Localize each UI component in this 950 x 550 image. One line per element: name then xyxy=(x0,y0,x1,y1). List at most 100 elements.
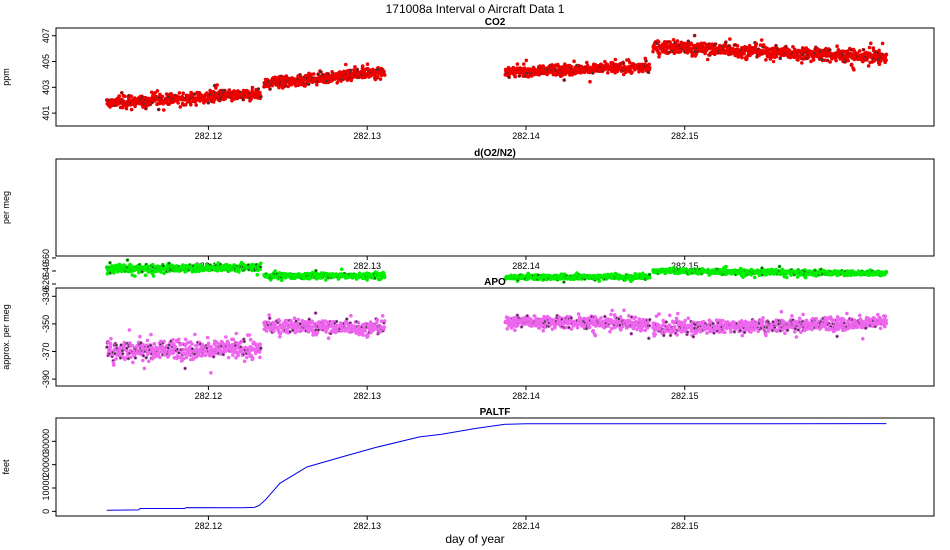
data-point xyxy=(162,339,166,344)
x-axis-label: day of year xyxy=(445,532,504,546)
data-point xyxy=(128,355,133,360)
data-point xyxy=(112,363,116,367)
data-point xyxy=(339,329,344,333)
data-point xyxy=(861,47,866,52)
data-point xyxy=(255,272,260,277)
data-point xyxy=(195,347,199,352)
data-point xyxy=(123,356,128,360)
data-point xyxy=(133,274,137,278)
x-tick-label: 282.14 xyxy=(512,391,540,401)
data-point xyxy=(311,72,316,76)
data-point xyxy=(184,355,189,360)
data-point xyxy=(152,341,157,346)
data-point xyxy=(277,319,282,323)
data-point xyxy=(231,337,236,342)
data-point xyxy=(562,280,566,284)
data-point xyxy=(624,70,628,74)
data-point xyxy=(141,353,146,358)
data-point xyxy=(181,91,185,96)
data-point xyxy=(242,339,247,344)
data-point xyxy=(209,370,213,375)
data-point xyxy=(114,357,118,361)
data-point xyxy=(314,82,319,87)
x-tick-label: 282.12 xyxy=(195,391,223,401)
x-tick-label: 282.15 xyxy=(671,391,699,401)
data-point xyxy=(120,91,124,95)
data-point xyxy=(251,356,255,361)
data-point xyxy=(307,317,312,322)
data-point xyxy=(835,44,839,49)
data-point xyxy=(735,44,740,48)
data-point xyxy=(248,337,253,342)
data-point xyxy=(258,346,263,350)
data-point xyxy=(382,275,387,280)
data-point xyxy=(108,345,113,349)
data-point xyxy=(105,271,110,276)
data-point xyxy=(588,79,592,84)
data-point xyxy=(880,41,885,46)
data-point xyxy=(277,85,281,90)
data-point xyxy=(117,94,121,98)
data-point xyxy=(129,107,134,112)
data-point xyxy=(605,71,610,75)
data-point xyxy=(343,62,348,67)
data-point xyxy=(521,62,526,66)
data-point xyxy=(866,64,871,68)
data-point xyxy=(778,56,783,61)
data-point xyxy=(108,260,112,265)
data-point xyxy=(258,342,263,347)
data-point xyxy=(584,60,589,65)
data-point xyxy=(127,328,132,332)
data-point xyxy=(855,51,860,56)
data-point xyxy=(378,77,383,81)
data-point xyxy=(203,353,208,358)
data-point xyxy=(206,100,211,105)
data-point xyxy=(206,341,211,346)
data-point xyxy=(214,340,219,345)
data-point xyxy=(122,94,127,99)
data-point xyxy=(718,51,723,55)
data-point xyxy=(365,66,370,71)
data-point xyxy=(852,67,856,72)
data-point xyxy=(335,81,340,85)
data-point xyxy=(754,41,759,46)
data-point xyxy=(382,69,386,74)
data-point xyxy=(771,59,776,64)
data-point xyxy=(740,55,744,60)
data-point xyxy=(114,343,119,348)
data-point xyxy=(572,59,576,64)
data-point xyxy=(647,272,652,277)
data-point xyxy=(141,342,145,347)
y-tick-label: -660 xyxy=(41,249,51,267)
data-point xyxy=(857,49,862,53)
data-point xyxy=(657,51,662,56)
data-point xyxy=(507,75,511,79)
data-point xyxy=(129,94,134,99)
data-point xyxy=(541,64,546,68)
data-point xyxy=(515,62,520,66)
data-point xyxy=(221,352,226,357)
data-point xyxy=(651,49,655,54)
data-point xyxy=(344,317,349,321)
data-point xyxy=(334,319,339,324)
x-tick-label: 282.15 xyxy=(671,131,699,141)
data-point xyxy=(296,317,301,322)
data-point xyxy=(613,57,618,62)
data-point xyxy=(365,62,370,66)
data-point xyxy=(537,73,541,77)
data-point xyxy=(828,60,832,64)
y-tick-label: -350 xyxy=(41,315,51,333)
data-point xyxy=(194,103,198,107)
data-point xyxy=(513,74,518,79)
data-point xyxy=(151,274,156,278)
data-point xyxy=(156,107,161,112)
data-point xyxy=(742,51,747,56)
data-point xyxy=(292,316,297,321)
data-point xyxy=(647,66,652,70)
data-points xyxy=(105,33,889,112)
data-point xyxy=(310,319,314,324)
data-point xyxy=(231,353,235,357)
data-point xyxy=(759,38,764,42)
